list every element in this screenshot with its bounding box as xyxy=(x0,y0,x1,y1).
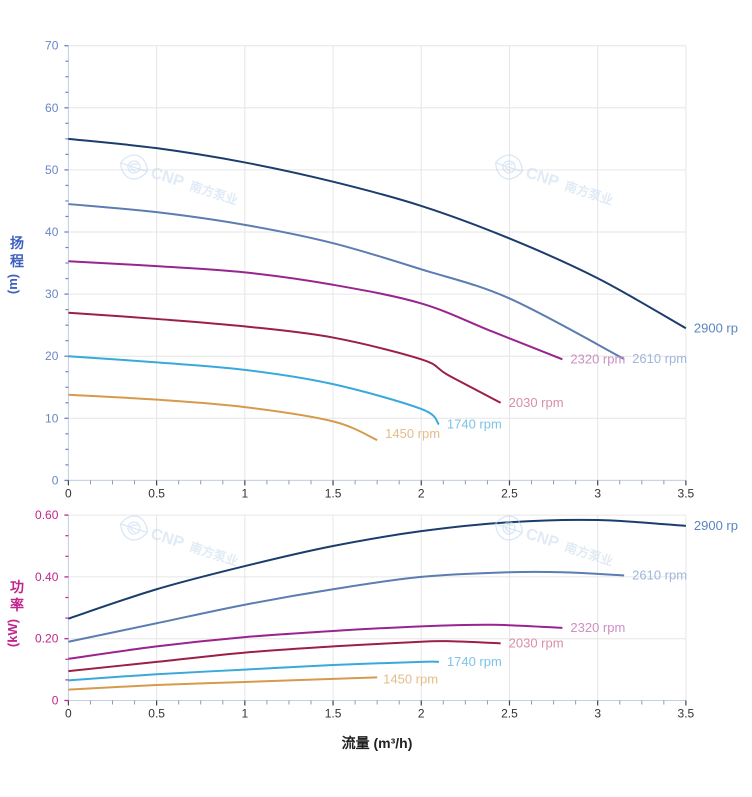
svg-text:1450 rpm: 1450 rpm xyxy=(385,426,440,441)
svg-text:0.20: 0.20 xyxy=(35,632,59,646)
svg-text:CNP: CNP xyxy=(523,164,561,191)
svg-text:(kW): (kW) xyxy=(5,619,20,647)
svg-text:40: 40 xyxy=(45,225,59,239)
svg-text:1740 rpm: 1740 rpm xyxy=(447,654,502,669)
svg-text:2.5: 2.5 xyxy=(501,486,518,500)
svg-text:1: 1 xyxy=(241,707,248,721)
svg-text:2610 rpm: 2610 rpm xyxy=(632,567,687,582)
svg-text:10: 10 xyxy=(45,411,59,425)
svg-text:CNP: CNP xyxy=(523,525,561,552)
svg-text:2030 rpm: 2030 rpm xyxy=(509,395,564,410)
svg-text:2900 rp: 2900 rp xyxy=(694,518,738,533)
svg-text:1450 rpm: 1450 rpm xyxy=(383,671,438,686)
svg-text:2: 2 xyxy=(418,486,425,500)
svg-text:50: 50 xyxy=(45,163,59,177)
svg-text:2030 rpm: 2030 rpm xyxy=(509,635,564,650)
svg-text:(m): (m) xyxy=(5,274,20,294)
svg-text:0.60: 0.60 xyxy=(35,508,59,522)
svg-text:60: 60 xyxy=(45,101,59,115)
svg-text:1.5: 1.5 xyxy=(325,707,342,721)
svg-text:3.5: 3.5 xyxy=(678,707,695,721)
svg-text:0.5: 0.5 xyxy=(148,486,165,500)
svg-text:2610 rpm: 2610 rpm xyxy=(632,351,687,366)
svg-text:0.5: 0.5 xyxy=(148,707,165,721)
svg-text:流量 (m³/h): 流量 (m³/h) xyxy=(342,735,413,751)
svg-text:3: 3 xyxy=(594,486,601,500)
svg-text:2.5: 2.5 xyxy=(501,707,518,721)
svg-text:2900 rp: 2900 rp xyxy=(694,320,738,335)
svg-text:功: 功 xyxy=(10,579,24,595)
svg-text:扬: 扬 xyxy=(10,235,24,251)
svg-text:0: 0 xyxy=(65,486,72,500)
svg-text:CNP: CNP xyxy=(148,164,186,191)
svg-text:0.40: 0.40 xyxy=(35,570,59,584)
svg-text:2320 rpm: 2320 rpm xyxy=(570,620,625,635)
svg-text:1740 rpm: 1740 rpm xyxy=(447,417,502,432)
svg-text:2320 rpm: 2320 rpm xyxy=(570,351,625,366)
svg-text:3: 3 xyxy=(594,707,601,721)
svg-text:3.5: 3.5 xyxy=(678,486,695,500)
svg-text:0: 0 xyxy=(52,473,59,487)
svg-text:20: 20 xyxy=(45,349,59,363)
svg-text:70: 70 xyxy=(45,39,59,53)
svg-text:CNP: CNP xyxy=(148,525,186,552)
svg-text:程: 程 xyxy=(10,253,24,269)
svg-text:0: 0 xyxy=(65,707,72,721)
svg-text:2: 2 xyxy=(418,707,425,721)
svg-text:1: 1 xyxy=(241,486,248,500)
svg-text:率: 率 xyxy=(10,597,24,613)
svg-text:1.5: 1.5 xyxy=(325,486,342,500)
svg-text:30: 30 xyxy=(45,287,59,301)
svg-text:0: 0 xyxy=(52,694,59,708)
